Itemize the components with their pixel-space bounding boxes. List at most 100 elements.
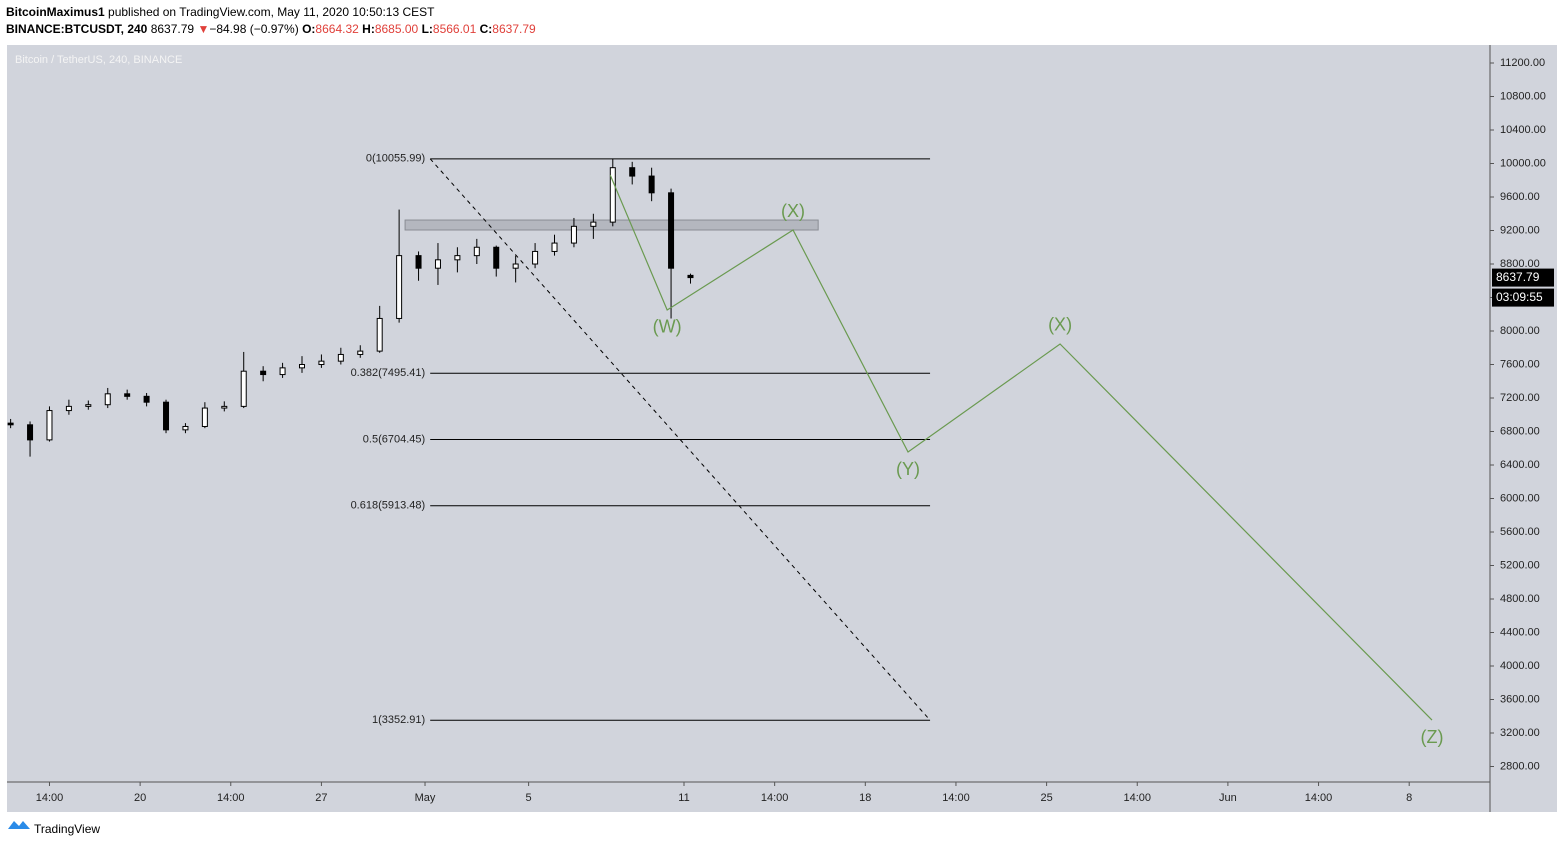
y-tick-label: 4400.00 xyxy=(1500,626,1540,638)
x-tick-label: 14:00 xyxy=(217,792,245,804)
last-price-box xyxy=(1492,268,1554,287)
wave-label: (Y) xyxy=(896,459,920,479)
candle-body xyxy=(532,250,539,265)
y-tick-label: 5200.00 xyxy=(1500,559,1540,571)
candle-body xyxy=(65,405,72,412)
wave-label: (W) xyxy=(653,317,682,337)
countdown: 03:09:55 xyxy=(1496,290,1543,304)
h-label: H: xyxy=(362,22,375,36)
candle-body xyxy=(221,405,228,409)
candle-body xyxy=(434,259,441,269)
candle-body xyxy=(182,425,189,431)
arrow: ▼ xyxy=(197,22,210,36)
l: 8566.01 xyxy=(432,22,477,36)
chart-title: Bitcoin / TetherUS, 240, BINANCE xyxy=(15,54,182,66)
x-tick-label: 14:00 xyxy=(942,792,970,804)
published: published on TradingView.com, May 11, 20… xyxy=(104,5,435,19)
x-tick-label: 25 xyxy=(1040,792,1052,804)
y-tick-label: 11200.00 xyxy=(1500,57,1545,69)
y-tick-label: 4000.00 xyxy=(1500,660,1540,672)
x-tick-label: 14:00 xyxy=(1305,792,1333,804)
candle-body xyxy=(337,353,344,362)
candle-body xyxy=(396,255,403,319)
y-tick-label: 10000.00 xyxy=(1500,157,1546,169)
candle-body xyxy=(27,424,34,441)
fib-label: 0.382(7495.41) xyxy=(351,367,426,379)
fib-trend xyxy=(429,158,931,721)
candle-body xyxy=(279,367,286,376)
candle-body xyxy=(629,167,636,177)
last-price: 8637.79 xyxy=(1496,270,1540,284)
wave-label: (Z) xyxy=(1420,727,1443,747)
candle-body xyxy=(454,255,461,261)
candle-body xyxy=(493,246,500,269)
logo xyxy=(8,821,30,829)
price: 8637.79 xyxy=(150,22,195,36)
candle-body xyxy=(163,401,170,431)
candle-body xyxy=(7,422,14,426)
x-tick-label: 14:00 xyxy=(36,792,64,804)
candle-body xyxy=(124,393,131,397)
candle-body xyxy=(201,407,208,427)
fib-label: 0.618(5913.48) xyxy=(351,500,426,512)
symbol: BINANCE:BTCUSDT, 240 xyxy=(6,22,148,36)
candle-body xyxy=(668,192,675,269)
candle-body xyxy=(648,175,655,194)
header-line: BINANCE:BTCUSDT, 240 8637.79 ▼−84.98 (−0… xyxy=(6,22,536,36)
candle-body xyxy=(590,221,597,227)
h: 8685.00 xyxy=(374,22,419,36)
y-tick-label: 9200.00 xyxy=(1500,224,1540,236)
candle-body xyxy=(240,370,247,407)
wave-path xyxy=(609,174,1433,721)
y-tick-label: 3600.00 xyxy=(1500,693,1540,705)
x-tick-label: 14:00 xyxy=(1123,792,1151,804)
candle-body xyxy=(46,410,53,441)
candle-body xyxy=(687,274,694,279)
countdown-box xyxy=(1492,288,1554,307)
x-tick-label: 11 xyxy=(678,792,689,804)
o: 8664.32 xyxy=(315,22,359,36)
y-tick-label: 9600.00 xyxy=(1500,191,1540,203)
y-tick-label: 2800.00 xyxy=(1500,760,1540,772)
x-tick-label: 27 xyxy=(315,792,327,804)
wave-label: (X) xyxy=(1048,315,1072,335)
header-line: BitcoinMaximus1 published on TradingView… xyxy=(6,5,434,19)
x-tick-label: 5 xyxy=(526,792,532,804)
candle-body xyxy=(570,225,577,244)
fib-label: 1(3352.91) xyxy=(372,714,425,726)
change: −84.98 (−0.97%) xyxy=(209,22,299,36)
y-tick-label: 5600.00 xyxy=(1500,526,1540,538)
o-label: O: xyxy=(302,22,316,36)
candle-body xyxy=(85,404,92,407)
y-tick-label: 10400.00 xyxy=(1500,124,1546,136)
author: BitcoinMaximus1 xyxy=(6,5,105,19)
brand: TradingView xyxy=(34,822,100,836)
y-tick-label: 6000.00 xyxy=(1500,492,1540,504)
candle-body xyxy=(260,370,267,376)
candle-body xyxy=(512,263,519,269)
candle-body xyxy=(143,395,150,403)
y-tick-label: 8000.00 xyxy=(1500,325,1540,337)
candle-body xyxy=(298,364,305,369)
x-tick-label: 20 xyxy=(134,792,146,804)
x-tick-label: May xyxy=(415,792,436,804)
candle-body xyxy=(318,360,325,366)
x-tick-label: 18 xyxy=(859,792,871,804)
candle-body xyxy=(473,246,480,257)
candle-body xyxy=(376,317,383,352)
y-tick-label: 8800.00 xyxy=(1500,258,1540,270)
y-tick-label: 7600.00 xyxy=(1500,358,1540,370)
candle-body xyxy=(415,255,422,269)
x-tick-label: 14:00 xyxy=(761,792,789,804)
wave-label: (X) xyxy=(781,201,805,221)
x-tick-label: Jun xyxy=(1219,792,1237,804)
c: 8637.79 xyxy=(492,22,536,36)
fib-label: 0.5(6704.45) xyxy=(363,433,425,445)
fib-label: 0(10055.99) xyxy=(366,153,425,165)
c-label: C: xyxy=(479,22,493,36)
chart-bg xyxy=(7,45,1557,812)
candle-body xyxy=(551,242,558,252)
l-label: L: xyxy=(421,22,433,36)
